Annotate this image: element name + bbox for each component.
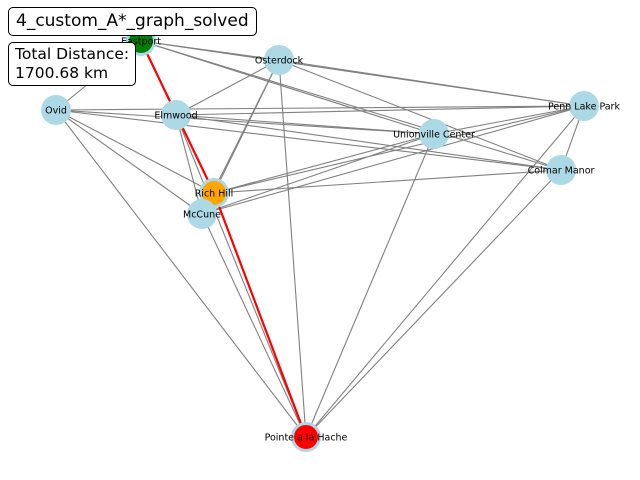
- node-label-elmwood: Elmwood: [154, 111, 197, 122]
- node-label-ovid: Ovid: [45, 106, 67, 117]
- node-unionville-center: [419, 119, 449, 149]
- edge-ovid-to-rich-hill: [55, 109, 215, 194]
- edge-ovid-to-unionville-center: [55, 109, 435, 135]
- labels-layer: Eastport Osterdock Ovid Elmwood Penn Lake Pa…: [45, 37, 620, 444]
- node-penn-lake-park: [569, 91, 599, 121]
- graph-title: 4_custom_A*_graph_solved: [8, 7, 257, 36]
- node-elmwood: [161, 100, 191, 130]
- edge-penn-lake-park-to-pointe-a-la-hache: [305, 105, 585, 438]
- edge-ovid-to-penn-lake-park: [55, 105, 585, 111]
- edge-elmwood-to-unionville-center: [175, 114, 435, 135]
- edges-layer: [55, 40, 585, 438]
- edge-mccune-to-pointe-a-la-hache: [201, 213, 307, 438]
- edge-elmwood-to-penn-lake-park: [175, 105, 585, 116]
- node-label-osterdock: Osterdock: [255, 56, 304, 67]
- total-distance-value: 1700.68 km: [15, 64, 109, 82]
- edge-osterdock-to-penn-lake-park: [278, 59, 585, 107]
- edge-elmwood-to-mccune: [175, 114, 203, 215]
- edge-ovid-to-pointe-a-la-hache: [55, 109, 307, 438]
- edge-osterdock-to-colmar-manor: [278, 59, 562, 171]
- node-pointe-a-la-hache: [294, 425, 318, 449]
- edge-eastport-to-colmar-manor: [140, 40, 562, 171]
- node-colmar-manor: [546, 155, 576, 185]
- edge-penn-lake-park-to-rich-hill: [213, 105, 585, 194]
- edge-elmwood-to-pointe-a-la-hache: [175, 114, 307, 438]
- edge-elmwood-to-colmar-manor: [175, 114, 562, 171]
- edge-unionville-center-to-pointe-a-la-hache: [305, 133, 435, 438]
- node-mccune: [187, 199, 217, 229]
- node-osterdock: [264, 45, 294, 75]
- edge-colmar-manor-to-rich-hill: [213, 169, 562, 194]
- node-label-pointe-a-la-hache: Pointe a la Hache: [265, 433, 348, 444]
- total-distance-box: Total Distance: 1700.68 km: [8, 42, 137, 86]
- nodes-layer: [41, 26, 599, 452]
- node-label-rich-hill: Rich Hill: [195, 189, 234, 200]
- total-distance-label: Total Distance:: [15, 45, 130, 63]
- node-label-mccune: McCune: [183, 210, 221, 221]
- edge-penn-lake-park-to-mccune: [201, 105, 585, 215]
- edge-unionville-center-to-penn-lake-park: [433, 105, 585, 135]
- edge-ovid-to-mccune: [55, 109, 203, 215]
- edge-unionville-center-to-mccune: [201, 133, 435, 215]
- edge-osterdock-to-elmwood: [175, 59, 280, 116]
- edge-ovid-to-colmar-manor: [55, 109, 562, 171]
- path-edge-rich-hill-to-pointe-a-la-hache: [212, 192, 308, 438]
- node-label-eastport: Eastport: [121, 37, 161, 48]
- edge-unionville-center-to-rich-hill: [213, 133, 435, 194]
- node-label-penn-lake-park: Penn Lake Park: [548, 102, 620, 113]
- node-label-unionville-center: Unionville Center: [393, 130, 475, 141]
- solution-path-layer: [140, 40, 308, 438]
- edge-colmar-manor-to-pointe-a-la-hache: [305, 169, 562, 438]
- node-label-colmar-manor: Colmar Manor: [528, 166, 595, 177]
- node-ovid: [41, 95, 71, 125]
- node-rich-hill: [202, 181, 226, 205]
